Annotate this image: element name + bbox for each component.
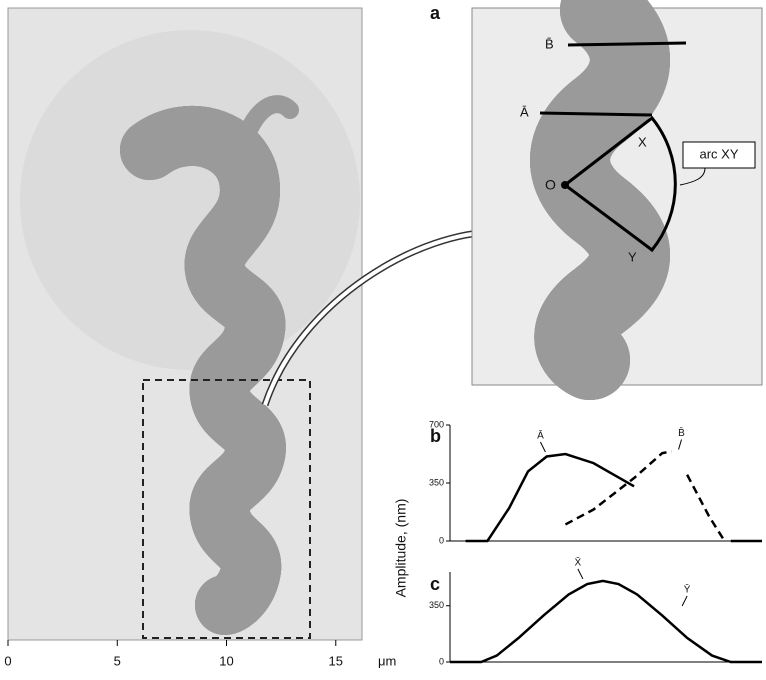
marker-label: O bbox=[545, 177, 556, 193]
line-b bbox=[567, 41, 687, 47]
curve-label: Ā bbox=[537, 430, 544, 442]
trench bbox=[120, 95, 299, 635]
marker-label: Y bbox=[628, 249, 637, 264]
curve-label: B̄ bbox=[678, 427, 685, 440]
sector bbox=[562, 115, 677, 253]
curve-label: Ȳ bbox=[684, 584, 691, 596]
axis-frame bbox=[449, 425, 762, 542]
y-tick-label: 350 bbox=[429, 477, 444, 487]
label-leader bbox=[681, 595, 688, 607]
label-leader bbox=[539, 441, 546, 453]
label-leader bbox=[577, 568, 584, 580]
marker-label: B̄ bbox=[545, 36, 554, 51]
line-a bbox=[539, 111, 653, 117]
callout-box bbox=[682, 141, 756, 169]
panel-label: a bbox=[430, 3, 441, 23]
curve bbox=[450, 579, 762, 664]
callout: arc XY bbox=[699, 146, 738, 161]
x-tick-label: 5 bbox=[114, 653, 121, 668]
panel-label: b bbox=[430, 426, 441, 446]
zoom-box bbox=[142, 379, 311, 639]
origin bbox=[561, 181, 569, 189]
marker-label: Ā bbox=[520, 104, 529, 119]
unit-label: μm bbox=[378, 653, 396, 668]
x-tick-label: 15 bbox=[329, 653, 343, 668]
y-tick-label: 0 bbox=[439, 535, 444, 545]
callout-leader bbox=[679, 167, 706, 186]
halo bbox=[20, 30, 360, 370]
curve bbox=[465, 452, 762, 543]
marker-label: X bbox=[638, 134, 647, 149]
axis-frame bbox=[449, 572, 762, 663]
curve-label: X̄ bbox=[575, 556, 582, 569]
y-tick-label: 0 bbox=[439, 656, 444, 666]
y-axis-label: Amplitude, (nm) bbox=[393, 499, 409, 598]
panel-label: c bbox=[430, 574, 440, 594]
arrow-inner bbox=[263, 229, 501, 406]
label-leader bbox=[678, 439, 682, 450]
x-tick-label: 10 bbox=[219, 653, 233, 668]
y-tick-label: 700 bbox=[429, 419, 444, 429]
x-tick-label: 0 bbox=[4, 653, 11, 668]
y-tick-label: 350 bbox=[429, 600, 444, 610]
